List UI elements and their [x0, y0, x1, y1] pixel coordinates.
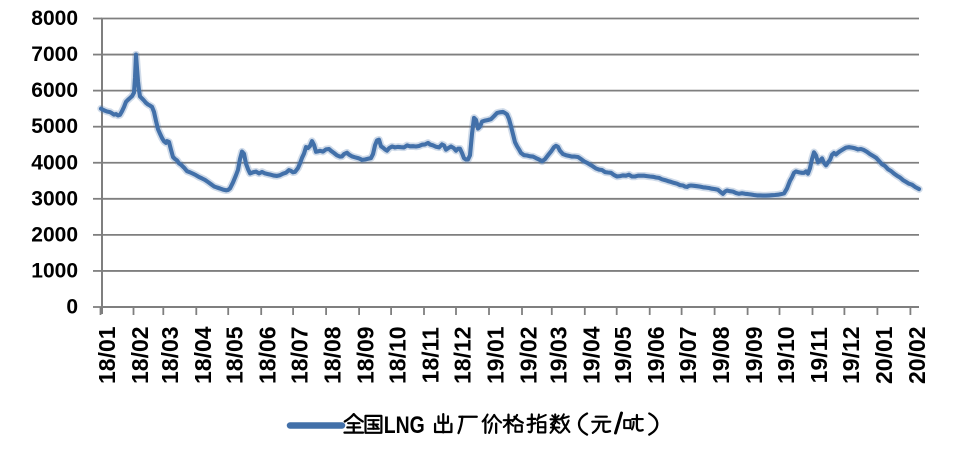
svg-text:0: 0	[66, 296, 78, 319]
svg-text:18/02: 18/02	[127, 326, 153, 384]
svg-text:18/05: 18/05	[222, 326, 248, 384]
svg-text:19/05: 19/05	[610, 326, 636, 384]
svg-text:18/11: 18/11	[418, 327, 444, 383]
svg-text:18/10: 18/10	[385, 326, 411, 384]
svg-text:18/01: 18/01	[94, 326, 120, 384]
svg-text:20/01: 20/01	[871, 326, 897, 384]
svg-text:19/04: 19/04	[578, 326, 604, 384]
svg-text:5000: 5000	[31, 115, 78, 138]
svg-text:19/06: 19/06	[643, 326, 669, 384]
svg-text:19/12: 19/12	[838, 326, 864, 384]
svg-text:18/07: 18/07	[287, 326, 313, 384]
svg-text:18/06: 18/06	[255, 326, 281, 384]
svg-text:7000: 7000	[31, 43, 78, 66]
svg-text:4000: 4000	[31, 151, 78, 174]
svg-text:6000: 6000	[31, 79, 78, 102]
svg-text:3000: 3000	[31, 187, 78, 210]
svg-text:8000: 8000	[31, 7, 78, 30]
svg-text:20/02: 20/02	[904, 326, 930, 384]
svg-text:18/08: 18/08	[320, 326, 346, 384]
svg-text:19/08: 19/08	[708, 326, 734, 384]
svg-text:19/01: 19/01	[483, 326, 509, 384]
svg-text:18/12: 18/12	[450, 326, 476, 384]
svg-text:19/10: 19/10	[773, 326, 799, 384]
svg-text:LNG: LNG	[384, 412, 425, 439]
svg-text:19/11: 19/11	[806, 327, 832, 383]
svg-text:2000: 2000	[31, 223, 78, 246]
svg-text:19/07: 19/07	[675, 326, 701, 384]
svg-text:18/04: 18/04	[190, 326, 216, 384]
svg-text:19/03: 19/03	[545, 326, 571, 384]
svg-text:19/09: 19/09	[741, 326, 767, 384]
svg-text:1000: 1000	[31, 259, 78, 282]
svg-text:18/03: 18/03	[157, 326, 183, 384]
svg-text:19/02: 19/02	[516, 326, 542, 384]
svg-text:18/09: 18/09	[353, 326, 379, 384]
